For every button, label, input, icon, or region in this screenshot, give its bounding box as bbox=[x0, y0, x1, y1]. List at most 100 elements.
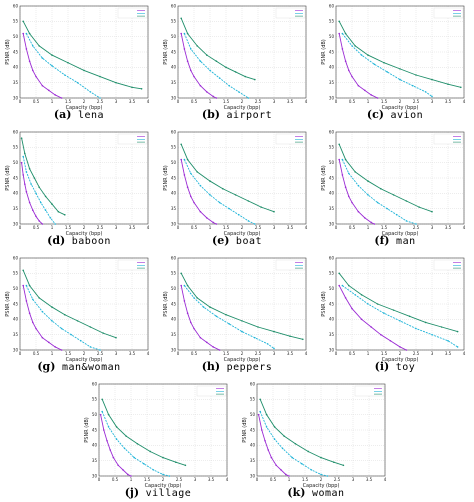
series-line-1 bbox=[22, 285, 62, 351]
data-point bbox=[22, 20, 25, 23]
y-tick-label: 40 bbox=[13, 191, 19, 196]
legend-box bbox=[354, 385, 385, 397]
series-line-3 bbox=[259, 399, 344, 466]
image-name: boat bbox=[229, 236, 263, 247]
x-tick-label: 4 bbox=[147, 99, 150, 104]
y-tick-label: 30 bbox=[92, 473, 98, 478]
panel-caption: (c) avion bbox=[316, 108, 474, 121]
x-tick-label: 3 bbox=[431, 99, 434, 104]
legend-box bbox=[433, 133, 464, 145]
data-point bbox=[431, 78, 433, 81]
data-point bbox=[283, 435, 285, 437]
data-point bbox=[266, 343, 269, 345]
y-tick-label: 35 bbox=[171, 332, 177, 337]
y-tick-label: 55 bbox=[92, 397, 98, 402]
data-point bbox=[199, 336, 202, 339]
x-tick-label: 3 bbox=[273, 99, 276, 104]
x-tick-label: 4 bbox=[305, 225, 308, 230]
data-point bbox=[275, 464, 277, 467]
data-point bbox=[196, 45, 198, 47]
panel-caption: (h) peppers bbox=[158, 360, 316, 373]
y-tick-label: 45 bbox=[329, 49, 335, 54]
y-tick-label: 40 bbox=[329, 317, 335, 322]
data-point bbox=[215, 97, 218, 99]
panel-caption: (a) lena bbox=[0, 108, 158, 121]
image-name: avion bbox=[383, 110, 424, 121]
legend-box bbox=[275, 133, 306, 145]
data-point bbox=[60, 349, 63, 351]
data-point bbox=[112, 456, 115, 459]
data-point bbox=[109, 449, 111, 451]
y-tick-label: 30 bbox=[250, 473, 256, 478]
data-point bbox=[344, 158, 347, 161]
data-point bbox=[25, 32, 28, 35]
x-tick-label: 0 bbox=[256, 477, 259, 482]
data-point bbox=[183, 158, 186, 161]
chart-svg: 0 0.5 1 1.5 2 2.5 3 3.5 4 30 35 40 45 50 55 60 Capacity … bbox=[5, 255, 150, 363]
data-point bbox=[186, 60, 189, 62]
data-point bbox=[28, 284, 31, 287]
y-axis-label: PSNR (dB) bbox=[84, 417, 90, 443]
data-point bbox=[344, 32, 347, 35]
data-point bbox=[354, 171, 356, 173]
plot-frame bbox=[256, 383, 386, 477]
data-point bbox=[136, 443, 139, 445]
x-tick-label: 2 bbox=[241, 225, 244, 230]
y-tick-label: 40 bbox=[13, 65, 19, 70]
data-point bbox=[348, 195, 350, 198]
panel-caption: (k) woman bbox=[237, 486, 395, 499]
data-point bbox=[354, 45, 356, 47]
data-point bbox=[360, 294, 363, 296]
y-axis-label: PSNR (dB) bbox=[321, 39, 327, 65]
data-point bbox=[101, 398, 103, 401]
data-point bbox=[64, 313, 66, 316]
x-tick-label: 0 bbox=[177, 99, 180, 104]
data-point bbox=[342, 464, 345, 467]
chart-svg: 0 0.5 1 1.5 2 2.5 3 3.5 4 30 35 40 45 50 55 60 Capacity … bbox=[163, 129, 308, 237]
x-axis-label: Capacity (bpp) bbox=[224, 231, 261, 237]
y-tick-label: 30 bbox=[329, 221, 335, 226]
data-point bbox=[215, 60, 218, 62]
legend-box bbox=[117, 133, 148, 145]
y-tick-label: 45 bbox=[329, 175, 335, 180]
x-tick-label: 1 bbox=[367, 351, 370, 356]
data-point bbox=[260, 206, 262, 208]
image-name: baboon bbox=[65, 236, 111, 247]
x-axis-label: Capacity (bpp) bbox=[66, 231, 103, 237]
chart-panel-baboon: 0 0.5 1 1.5 2 2.5 3 3.5 4 30 35 40 45 50 55 60 Capacity … bbox=[0, 126, 158, 250]
data-point bbox=[257, 326, 259, 328]
y-tick-label: 30 bbox=[13, 221, 19, 226]
y-tick-label: 50 bbox=[329, 286, 335, 291]
x-tick-label: 0.5 bbox=[191, 225, 198, 230]
series-line-1 bbox=[22, 33, 62, 99]
data-point bbox=[196, 171, 198, 173]
data-point bbox=[281, 447, 284, 450]
y-tick-label: 35 bbox=[92, 458, 98, 463]
x-tick-label: 1 bbox=[209, 351, 212, 356]
y-tick-label: 40 bbox=[171, 65, 177, 70]
x-tick-label: 4 bbox=[463, 351, 466, 356]
data-point bbox=[241, 320, 243, 322]
data-point bbox=[193, 327, 195, 330]
data-point bbox=[376, 97, 379, 99]
y-tick-label: 50 bbox=[171, 160, 177, 165]
data-point bbox=[373, 223, 376, 225]
x-axis-label: Capacity (bpp) bbox=[66, 357, 103, 363]
data-point bbox=[341, 158, 344, 161]
y-tick-label: 45 bbox=[13, 49, 19, 54]
x-tick-label: 3.5 bbox=[287, 225, 294, 230]
data-point bbox=[431, 333, 433, 336]
data-point bbox=[212, 346, 214, 348]
data-point bbox=[206, 341, 208, 344]
data-point bbox=[115, 426, 118, 428]
data-point bbox=[273, 210, 275, 213]
y-tick-label: 35 bbox=[171, 80, 177, 85]
data-point bbox=[57, 210, 60, 213]
y-tick-label: 50 bbox=[329, 34, 335, 39]
legend-box bbox=[433, 259, 464, 271]
data-point bbox=[218, 77, 221, 79]
y-tick-label: 35 bbox=[329, 206, 335, 211]
data-point bbox=[206, 217, 208, 219]
data-point bbox=[25, 48, 28, 50]
x-tick-label: 0 bbox=[177, 225, 180, 230]
